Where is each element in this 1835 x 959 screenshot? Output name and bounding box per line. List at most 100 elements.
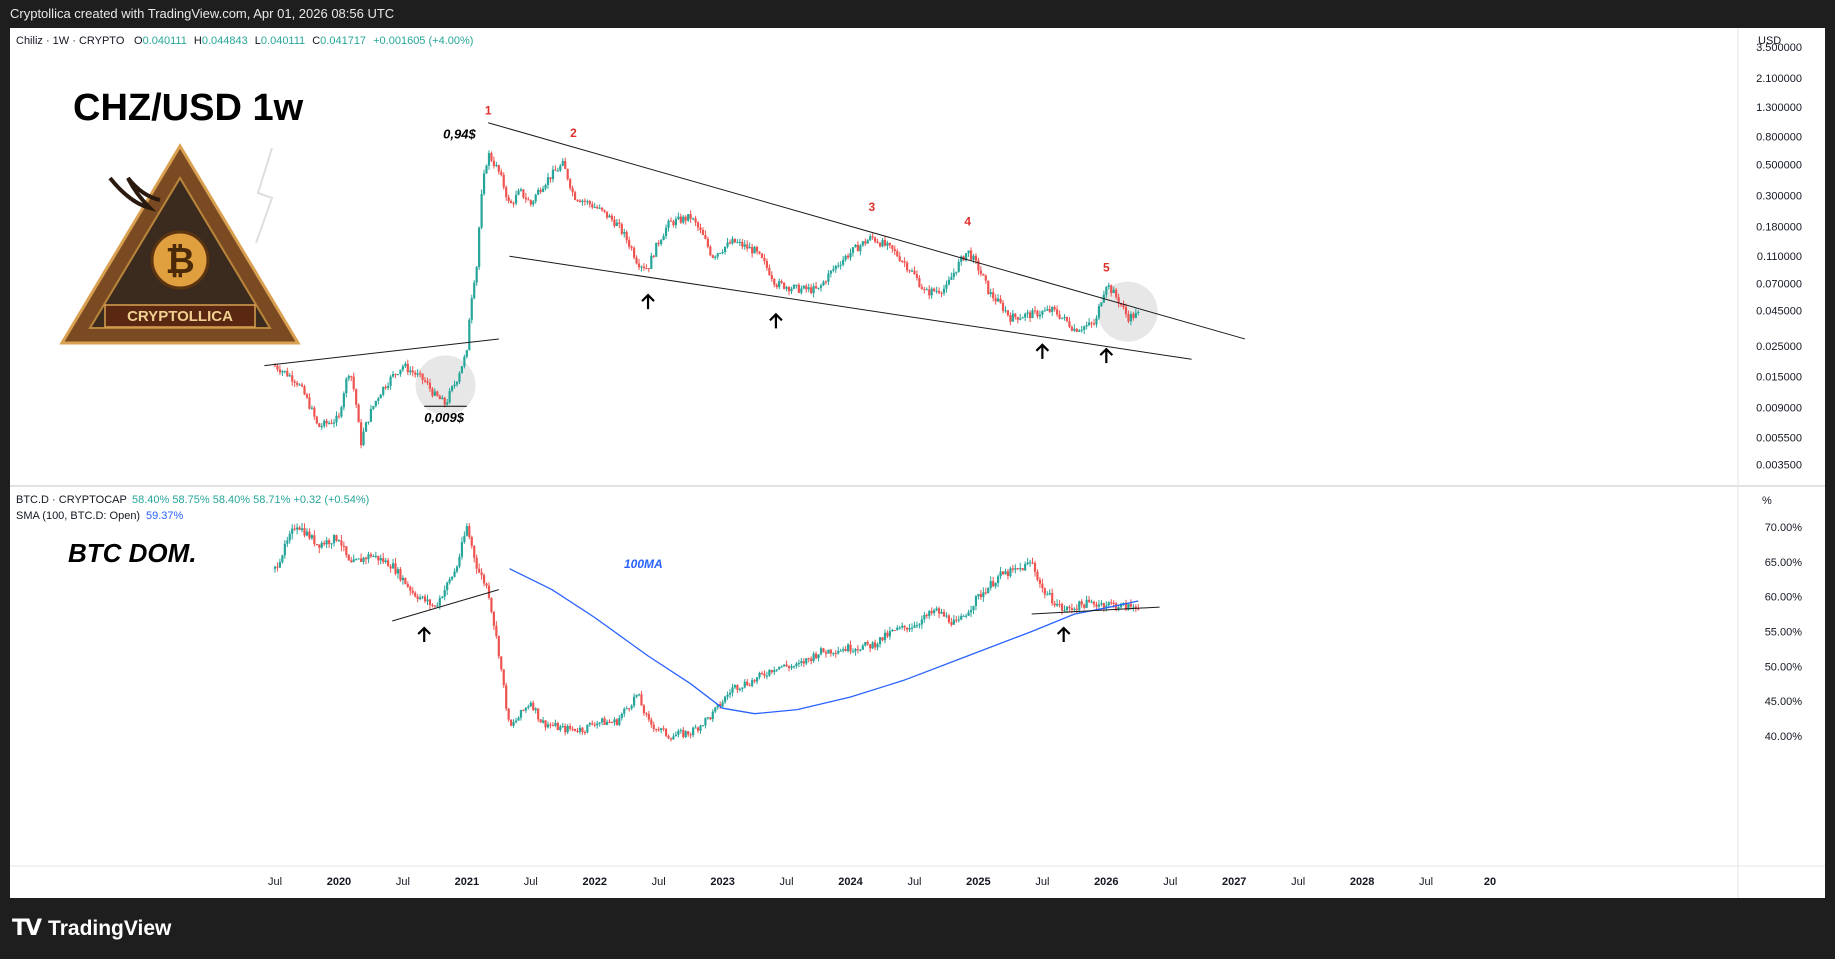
btcd-candle xyxy=(288,530,291,544)
chz-candle xyxy=(583,198,586,206)
btcd-candle xyxy=(551,722,555,727)
chz-candle xyxy=(450,385,454,393)
chz-candle xyxy=(645,264,648,270)
price-tick-label: 0.015000 xyxy=(1756,372,1802,384)
chz-candle xyxy=(728,239,732,245)
bottom-symbol-label[interactable]: BTC.D · CRYPTOCAP xyxy=(16,494,127,506)
btcd-candle xyxy=(293,524,296,532)
chz-candle xyxy=(352,372,355,392)
btcd-candle xyxy=(933,608,936,616)
wave-label: 4 xyxy=(964,214,971,228)
price-tick-label: 0.500000 xyxy=(1756,160,1802,172)
chz-candle xyxy=(414,370,417,378)
chz-candle xyxy=(1068,317,1071,329)
btcd-candle xyxy=(441,596,444,599)
btcd-candle xyxy=(751,677,754,688)
price-tick-label: 2.100000 xyxy=(1756,73,1802,85)
chz-candle xyxy=(1080,325,1083,333)
btcd-candle xyxy=(497,635,500,659)
time-axis[interactable]: Jul 2020 Jul 2021 Jul 2022 Jul 2023 Jul 2024 Jul 20… xyxy=(268,876,1496,888)
chz-candle xyxy=(487,150,491,170)
trendline-flat[interactable] xyxy=(1031,606,1160,615)
btcd-candle xyxy=(768,669,771,677)
highlight-circle xyxy=(415,355,476,416)
btcd-candle xyxy=(901,622,904,630)
chz-candle xyxy=(814,281,818,290)
price-tick-label: 0.800000 xyxy=(1756,131,1802,143)
sma-100-line[interactable] xyxy=(509,568,1139,715)
ma-annotation: 100MA xyxy=(624,557,663,571)
chz-candle xyxy=(647,268,650,273)
btcd-candle xyxy=(672,733,675,740)
btcd-candle xyxy=(278,558,282,569)
chz-candle xyxy=(640,265,643,272)
chz-candle xyxy=(667,219,670,232)
btcd-candle xyxy=(896,625,899,631)
chz-candle xyxy=(455,381,459,387)
trendline-lower[interactable] xyxy=(509,255,1192,360)
btcd-candle xyxy=(652,721,655,732)
unit-label[interactable]: % xyxy=(1762,495,1772,507)
btcd-candle xyxy=(699,724,702,734)
chart-frame[interactable]: Chiliz · 1W · CRYPTO O0.040111 H0.044843… xyxy=(10,28,1825,898)
btcd-candle xyxy=(635,694,638,699)
top-symbol-label[interactable]: Chiliz · 1W · CRYPTO xyxy=(16,35,125,47)
chz-candle xyxy=(382,386,385,397)
percent-tick-label: 70.00% xyxy=(1765,522,1803,534)
chart-canvas[interactable]: Chiliz · 1W · CRYPTO O0.040111 H0.044843… xyxy=(10,28,1825,898)
chz-candle xyxy=(773,277,776,288)
percent-axis[interactable]: 70.00% 65.00% 60.00% 55.00% 50.00% 45.00% 40.0… xyxy=(1765,522,1803,743)
btcd-candle xyxy=(918,622,921,629)
btcd-candle xyxy=(505,682,508,711)
chz-candle xyxy=(1009,312,1012,326)
btcd-candle xyxy=(325,536,328,549)
btcd-candle xyxy=(527,704,530,710)
btcd-candle xyxy=(421,595,424,600)
btcd-candle xyxy=(628,708,631,712)
chz-candle xyxy=(1105,285,1108,298)
sma-label[interactable]: SMA (100, BTC.D: Open) xyxy=(16,510,140,522)
btcd-candle xyxy=(546,721,550,729)
chz-candle xyxy=(935,286,938,294)
btcd-candle xyxy=(955,615,958,623)
chz-candle xyxy=(421,373,424,385)
chz-candle xyxy=(286,367,289,377)
currency-label[interactable]: USD xyxy=(1758,35,1781,47)
chz-candle xyxy=(362,427,365,447)
trendline-base[interactable] xyxy=(264,338,499,367)
chz-candle xyxy=(753,245,756,254)
btcd-candle xyxy=(318,544,321,554)
price-axis[interactable]: 3.500000 2.100000 1.300000 0.800000 0.500000… xyxy=(1756,42,1802,472)
btcd-candle xyxy=(463,531,466,544)
btcd-candle xyxy=(1001,570,1005,576)
chz-candle xyxy=(805,283,808,293)
chz-candle xyxy=(765,258,769,271)
chz-candle xyxy=(711,254,714,259)
chz-candle xyxy=(347,374,350,382)
btcd-candle xyxy=(573,728,577,732)
btcd-candle xyxy=(632,693,636,708)
btcd-candle xyxy=(320,540,323,549)
tradingview-logo[interactable]: TV TradingView xyxy=(12,916,171,941)
trendline-rising[interactable] xyxy=(392,589,499,622)
chz-candle xyxy=(913,266,916,275)
chz-candle xyxy=(851,246,855,257)
chz-candle xyxy=(755,245,759,255)
chz-candle xyxy=(598,204,601,210)
trendline-upper[interactable] xyxy=(488,122,1246,340)
chz-candle xyxy=(596,204,599,210)
btcd-candle xyxy=(534,707,537,714)
chz-candle xyxy=(478,226,481,270)
chz-candle xyxy=(967,250,970,257)
btcd-candle xyxy=(780,665,783,668)
btcd-candle xyxy=(888,626,891,640)
chz-candle xyxy=(1004,306,1007,313)
chz-candle xyxy=(630,245,633,251)
chz-candle xyxy=(571,185,574,197)
btcd-candle xyxy=(1019,562,1022,572)
btcd-candle xyxy=(640,690,643,706)
btcd-candle xyxy=(323,540,326,546)
chz-candle xyxy=(315,415,318,425)
btcd-candle xyxy=(455,565,459,574)
btcd-candle xyxy=(608,719,611,724)
